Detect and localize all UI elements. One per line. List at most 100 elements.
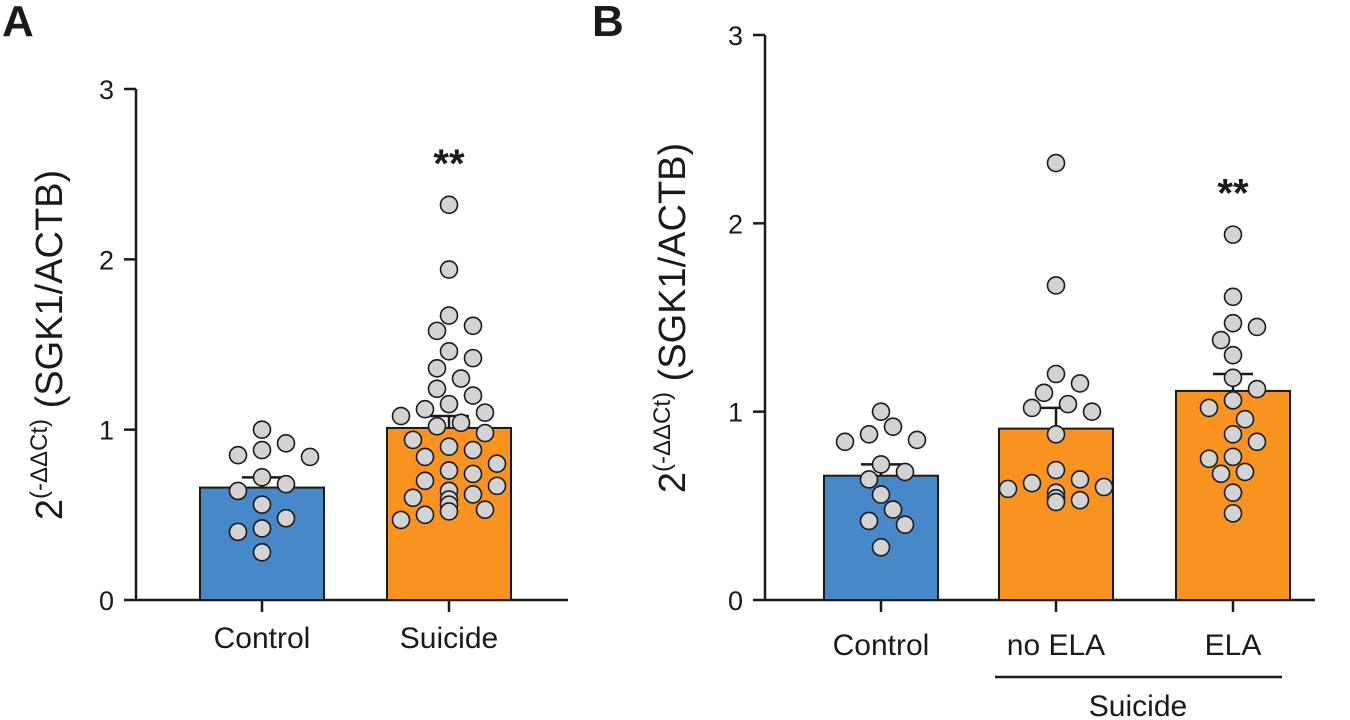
panel-b-data-point — [1235, 409, 1255, 429]
panel-b-data-point — [1223, 447, 1243, 467]
panel-b-data-point — [1223, 287, 1243, 307]
panel-b-y-tick-label: 2 — [728, 209, 743, 239]
panel-a-data-point — [252, 468, 272, 487]
panel-b-data-point — [895, 515, 915, 534]
panel-a-y-tick-label: 1 — [99, 416, 114, 446]
panel-b-ylabel-rest: (SGK1/ACTB) — [652, 143, 694, 392]
panel-b-data-point — [907, 430, 927, 450]
panel-a-data-point — [439, 195, 459, 215]
panel-a-data-point — [415, 471, 435, 491]
panel-a-data-point — [439, 437, 459, 457]
panel-b-data-point — [1223, 313, 1243, 333]
panel-b-data-point — [1070, 374, 1090, 393]
panel-a-data-point — [439, 461, 459, 480]
panel-a-data-point — [463, 386, 483, 405]
suicide-group-label: Suicide — [1089, 690, 1187, 720]
panel-a-data-point — [403, 430, 423, 450]
panel-b-data-point — [1223, 424, 1243, 444]
panel-letter-b: B — [592, 0, 624, 46]
panel-b-data-point — [1034, 383, 1054, 403]
panel-b-data-point — [883, 500, 903, 519]
panel-b-category-label: Control — [833, 629, 930, 662]
panel-a-y-axis-label: 2(-ΔΔCt) (SGK1/ACTB) — [26, 170, 71, 520]
panel-b-ylabel-sup: (-ΔΔCt) — [649, 392, 676, 472]
panel-b-data-point — [871, 537, 891, 557]
panel-b-significance-marker: ** — [1217, 172, 1249, 216]
panel-a-data-point — [252, 519, 272, 538]
panel-b-data-point — [1022, 473, 1042, 493]
panel-a-data-point — [439, 306, 459, 325]
panel-a-data-point — [463, 464, 483, 484]
panel-b-data-point — [1247, 379, 1267, 399]
panel-b-data-point — [1070, 470, 1090, 489]
panel-a-data-point — [427, 379, 447, 399]
panel-a-category-label: Suicide — [400, 622, 498, 655]
panel-a-plot: 0 1 2 3 Control Suicide ** — [99, 75, 568, 655]
panel-a-data-point — [439, 260, 459, 279]
panel-b-data-point — [1211, 330, 1231, 350]
panel-b-data-point — [859, 470, 879, 489]
panel-b-data-point — [895, 462, 915, 482]
panel-a-data-point — [252, 440, 272, 460]
panel-a-data-point — [439, 342, 459, 361]
panel-a-ylabel-rest: (SGK1/ACTB) — [29, 170, 71, 419]
panel-b-data-point — [883, 417, 903, 437]
panel-b-data-point — [871, 455, 891, 474]
panel-b-data-point — [859, 424, 879, 444]
panel-b-data-point — [1211, 464, 1231, 484]
panel-b-data-point — [859, 511, 879, 531]
panel-b-data-point — [871, 402, 891, 421]
panel-a-data-point — [463, 348, 483, 368]
panel-a-data-point — [475, 423, 495, 443]
panel-a: A 2(-ΔΔCt) (SGK1/ACTB) 0 1 2 3 Control Suicid… — [2, 0, 568, 655]
panel-b-data-point — [1046, 364, 1066, 384]
panel-letter-a: A — [2, 0, 34, 46]
panel-b-data-point — [1058, 394, 1078, 414]
panel-b-bar-no-ela — [998, 427, 1114, 601]
panel-b-data-point — [1199, 449, 1219, 469]
panel-a-data-point — [427, 416, 447, 436]
panel-a-data-point — [228, 481, 248, 501]
panel-a-category-label: Control — [214, 622, 311, 655]
panel-a-data-point — [487, 454, 507, 474]
panel-b-y-tick-label: 1 — [728, 398, 743, 428]
panel-a-data-point — [427, 359, 447, 378]
panel-a-data-point — [475, 403, 495, 422]
panel-b-data-point — [1046, 153, 1066, 173]
panel-b-data-point — [1046, 460, 1066, 480]
panel-b-data-point — [871, 485, 891, 504]
panel-a-y-tick-label: 3 — [99, 75, 114, 105]
panel-b-data-point — [1223, 391, 1243, 410]
panel-b-data-point — [1223, 345, 1243, 365]
panel-a-data-point — [427, 321, 447, 341]
panel-b-y-axis-label: 2(-ΔΔCt) (SGK1/ACTB) — [649, 143, 694, 493]
panel-b-category-label: ELA — [1205, 629, 1262, 662]
panel-a-data-point — [228, 445, 248, 465]
panel-a-data-point — [463, 316, 483, 336]
panel-a-data-point — [415, 447, 435, 467]
panel-b-ylabel-base: 2 — [652, 472, 694, 493]
panel-a-data-point — [403, 488, 423, 508]
panel-a-data-point — [463, 485, 483, 504]
panel-b-data-point — [1223, 504, 1243, 523]
panel-b-data-point — [1070, 490, 1090, 510]
panel-a-data-point — [451, 369, 471, 388]
panel-b-data-point — [1094, 477, 1114, 497]
panel-a-data-point — [439, 502, 459, 521]
panel-a-ylabel-sup: (-ΔΔCt) — [26, 419, 53, 499]
panel-b-y-tick-label: 3 — [728, 21, 743, 51]
panel-a-y-tick-label: 2 — [99, 245, 114, 275]
panel-a-data-point — [276, 433, 296, 453]
panel-a-data-point — [276, 508, 296, 528]
panel-b-data-point — [1046, 492, 1066, 512]
panel-a-y-tick-label: 0 — [99, 586, 114, 616]
panel-b-data-point — [1223, 368, 1243, 388]
panel-a-data-point — [475, 500, 495, 520]
panel-b-data-point — [1247, 432, 1267, 452]
panel-b-data-point — [1046, 276, 1066, 295]
panel-a-data-point — [451, 413, 471, 433]
panel-b-data-point — [1199, 398, 1219, 418]
panel-b-data-point — [1235, 462, 1255, 482]
